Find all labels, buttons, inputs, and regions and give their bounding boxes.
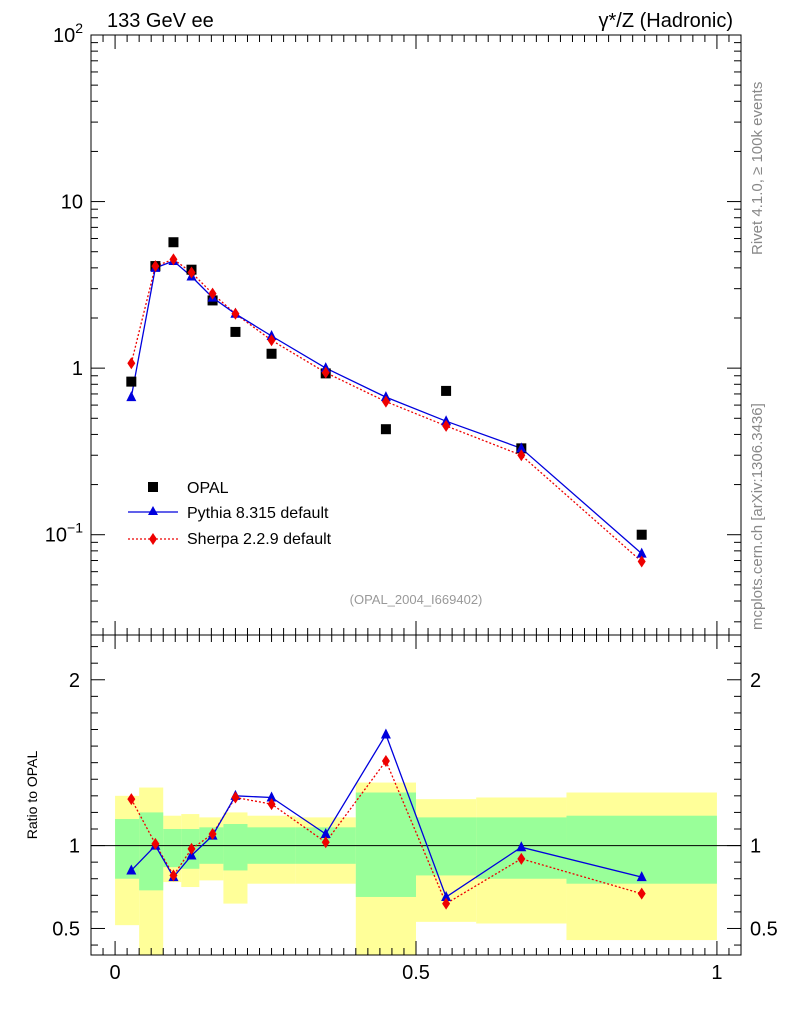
sherpa-ratio-point-0 — [127, 793, 136, 806]
opal-point-8 — [380, 424, 391, 435]
sherpa-point-4 — [208, 287, 217, 300]
pythia-ratio-point-10 — [516, 841, 527, 852]
sherpa-point-8 — [381, 395, 390, 408]
main-y-tick-label: 10−1 — [45, 520, 83, 547]
sherpa-point-5 — [231, 307, 240, 320]
sherpa-ratio-point-6 — [267, 798, 276, 811]
sherpa-point-0 — [127, 357, 136, 370]
ratio-plot-panel: 0.5 0.51 12 2 Ratio to OPAL 0 0.5 1 — [24, 634, 778, 984]
sherpa-ratio-point-9 — [442, 897, 451, 910]
pythia-point-10 — [516, 442, 527, 453]
sherpa-ratio-point-11 — [637, 887, 646, 900]
ratio-y-tick-labels: 0.5 0.5 1 1 2 2 — [52, 670, 778, 941]
sherpa-ratio-point-8 — [381, 755, 390, 768]
main-y-tick-label: 102 — [53, 20, 83, 47]
main-y-tick-label: 10 — [61, 192, 83, 214]
ratio-band-green-2 — [163, 828, 182, 868]
legend: OPAL Pythia 8.315 default Sherpa 2.2.9 d… — [128, 480, 332, 548]
pythia-ratio-line — [130, 733, 642, 898]
ratio-y-tick-label-right: 1 — [750, 836, 761, 858]
sherpa-point-11 — [637, 555, 646, 568]
pythia-ratio-point-8 — [380, 728, 391, 739]
ratio-band-green-1 — [139, 812, 164, 891]
chart-title-left: 133 GeV ee — [107, 10, 214, 32]
ratio-y-tick-label-right: 2 — [750, 670, 761, 692]
main-axis-ticks — [90, 34, 741, 635]
sherpa-point-9 — [442, 419, 451, 432]
main-plot-panel: 10−1 1 10 102 (OPAL_2004_I669402) OPAL Pyth… — [45, 20, 742, 636]
main-y-tick-labels: 10−1 1 10 102 — [45, 20, 83, 547]
ratio-y-tick-label-left: 1 — [69, 836, 80, 858]
ratio-band-green-5 — [223, 824, 248, 871]
pythia-ratio-point-9 — [441, 890, 452, 901]
sherpa-ratio-point-7 — [321, 836, 330, 849]
pythia-ratio-point-7 — [320, 827, 331, 838]
legend-label-pythia: Pythia 8.315 default — [187, 505, 329, 522]
ratio-y-axis-label: Ratio to OPAL — [24, 751, 40, 840]
sherpa-point-2 — [169, 253, 178, 266]
ratio-y-tick-label-left: 0.5 — [52, 918, 80, 940]
ratio-y-tick-label-right: 0.5 — [750, 918, 778, 940]
sherpa-ratio-point-10 — [517, 852, 526, 865]
legend-marker-sherpa — [149, 533, 157, 545]
opal-point-11 — [636, 529, 647, 540]
sherpa-ratio-point-5 — [231, 791, 240, 804]
pythia-ratio-point-0 — [126, 864, 137, 875]
legend-label-opal: OPAL — [187, 480, 229, 497]
ratio-series-layer — [126, 728, 647, 910]
sherpa-point-7 — [321, 366, 330, 379]
x-tick-label: 1 — [711, 962, 722, 984]
sherpa-ratio-point-2 — [169, 869, 178, 882]
main-y-tick-label: 1 — [72, 358, 83, 380]
pythia-point-11 — [636, 547, 647, 558]
ratio-plot-frame — [90, 634, 742, 956]
opal-point-6 — [266, 348, 277, 359]
sherpa-ratio-line — [130, 759, 642, 905]
sherpa-point-10 — [517, 449, 526, 462]
opal-point-9 — [441, 385, 452, 396]
opal-point-2 — [168, 237, 179, 248]
x-tick-label: 0.5 — [402, 962, 430, 984]
sherpa-point-3 — [187, 266, 196, 279]
pythia-ratio-point-6 — [266, 791, 277, 802]
legend-marker-opal — [148, 482, 158, 492]
sherpa-ratio-point-3 — [187, 842, 196, 855]
sherpa-point-6 — [267, 334, 276, 347]
legend-label-sherpa: Sherpa 2.2.9 default — [187, 531, 332, 548]
ratio-y-tick-label-left: 2 — [69, 670, 80, 692]
x-tick-labels: 0 0.5 1 — [110, 962, 723, 984]
legend-marker-pythia — [148, 506, 158, 515]
sherpa-point-1 — [151, 260, 160, 273]
pythia-ratio-point-11 — [636, 871, 647, 882]
ratio-axis-ticks — [90, 635, 741, 955]
analysis-tag: (OPAL_2004_I669402) — [350, 592, 483, 607]
mcplots-reference-label: mcplots.cern.ch [arXiv:1306.3436] — [749, 403, 766, 630]
x-tick-label: 0 — [110, 962, 121, 984]
sherpa-ratio-point-4 — [208, 827, 217, 840]
opal-point-5 — [230, 326, 241, 337]
pythia-point-0 — [126, 391, 137, 402]
sherpa-ratio-point-1 — [151, 837, 160, 850]
main-series-layer — [126, 237, 647, 568]
chart-title-right: γ*/Z (Hadronic) — [599, 10, 733, 32]
ratio-uncertainty-bands — [91, 782, 741, 955]
opal-point-0 — [126, 376, 137, 387]
ratio-band-green-8 — [355, 792, 416, 897]
ratio-band-green-9 — [416, 817, 477, 876]
ratio-band-green-0 — [115, 819, 140, 879]
rivet-version-label: Rivet 4.1.0, ≥ 100k events — [749, 82, 766, 255]
